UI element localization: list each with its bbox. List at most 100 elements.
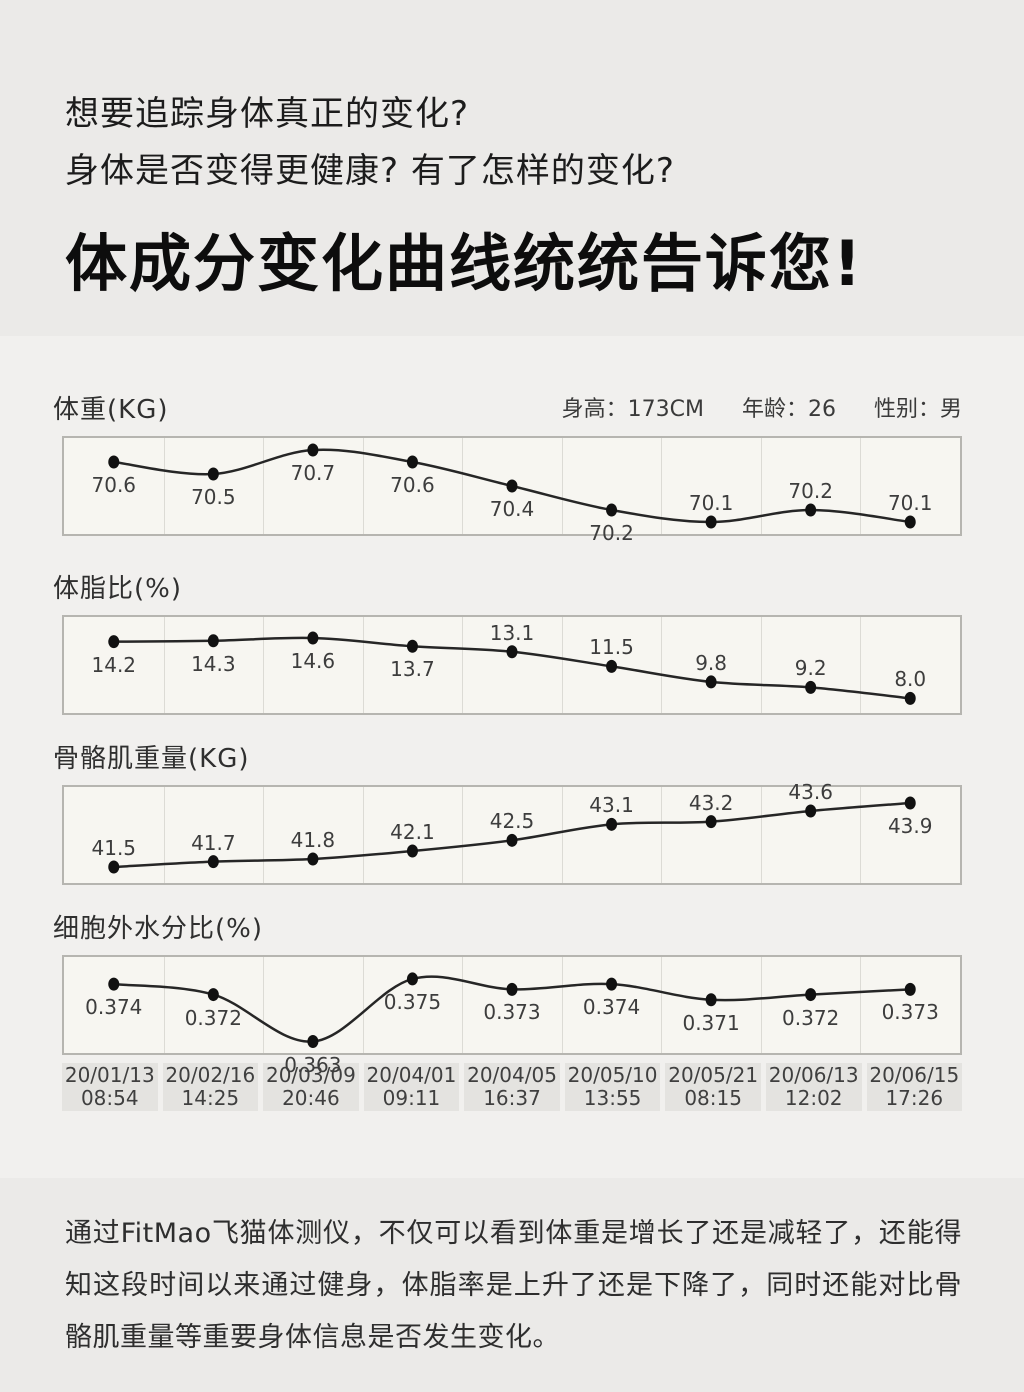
age-info: 年龄：26 — [742, 392, 836, 428]
gridline — [462, 617, 464, 713]
data-point — [705, 815, 717, 829]
gridline — [163, 617, 165, 713]
gridline — [362, 787, 364, 883]
point-value-label: 70.1 — [887, 491, 933, 515]
data-point — [207, 988, 219, 1002]
line-series — [108, 631, 916, 705]
data-point — [108, 455, 120, 469]
point-value-label: 0.374 — [85, 995, 143, 1020]
point-value-label: 0.373 — [483, 1000, 541, 1025]
gridline — [163, 957, 165, 1053]
gridline — [163, 787, 165, 883]
x-date: 20/03/09 — [265, 1063, 356, 1087]
header-line2: 身体是否变得更健康? 有了怎样的变化? — [65, 151, 675, 191]
age-value: 26 — [807, 397, 836, 422]
data-point — [904, 691, 916, 705]
point-value-label: 43.9 — [887, 814, 933, 838]
gridline — [860, 438, 862, 534]
data-point — [108, 635, 120, 649]
water-chart-title: 细胞外水分比(%) — [53, 914, 263, 944]
point-value-label: 0.363 — [284, 1052, 342, 1077]
data-point — [606, 977, 618, 991]
point-value-label: 42.1 — [390, 820, 435, 844]
point-value-label: 14.3 — [191, 651, 236, 676]
data-point — [506, 479, 518, 493]
charts-panel: 体重(KG) 身高：173CM 年龄：26 性别：男 70.6 70.5 70.7 7… — [0, 336, 1024, 1178]
gridline — [860, 787, 862, 883]
point-value-label: 70.6 — [91, 473, 137, 497]
gridline — [760, 957, 762, 1053]
gridline — [462, 787, 464, 883]
point-value-label: 70.1 — [688, 491, 734, 515]
x-axis-labels: 20/01/13 08:54 20/02/16 14:25 20/03/09 20:4… — [62, 1063, 963, 1111]
data-point — [904, 515, 916, 529]
bodyfat-section: 体脂比(%) 14.2 14.3 14.6 13.7 13.1 11.5 9.8 9.2 8.0 — [53, 571, 962, 715]
data-point — [207, 855, 219, 869]
weight-chart-title: 体重(KG) — [53, 395, 169, 425]
x-axis-label: 20/01/13 08:54 — [62, 1063, 158, 1111]
data-point — [307, 852, 319, 866]
gridline — [661, 617, 663, 713]
footer-paragraph: 通过FitMao飞猫体测仪，不仅可以看到体重是增长了还是减轻了，还能得知这段时间… — [65, 1218, 962, 1353]
gridline — [163, 438, 165, 534]
data-point — [406, 844, 418, 858]
muscle-chart-title: 骨骼肌重量(KG) — [53, 744, 250, 774]
point-value-label: 14.2 — [91, 652, 137, 677]
bodyfat-chart-title: 体脂比(%) — [53, 574, 182, 604]
gridline — [362, 438, 364, 534]
gender-info: 性别：男 — [874, 392, 962, 428]
gridline — [561, 787, 563, 883]
data-point — [406, 455, 418, 469]
point-value-label: 41.7 — [191, 830, 236, 855]
x-date: 20/05/10 — [567, 1063, 658, 1087]
gridline — [760, 787, 762, 883]
height-info: 身高：173CM — [562, 392, 704, 428]
data-point — [307, 631, 319, 645]
data-point — [108, 860, 120, 874]
data-point — [606, 659, 618, 673]
x-time: 09:11 — [382, 1086, 441, 1110]
data-point — [307, 443, 319, 457]
x-axis-label: 20/02/16 14:25 — [162, 1063, 259, 1111]
data-point — [805, 503, 817, 517]
line-series — [108, 972, 916, 1049]
data-point — [705, 675, 717, 689]
point-value-label: 0.372 — [782, 1005, 840, 1030]
x-date: 20/04/01 — [366, 1063, 457, 1087]
data-point — [805, 804, 817, 818]
point-value-label: 43.6 — [788, 780, 833, 804]
page-title: 体成分变化曲线统统告诉您! — [65, 227, 864, 300]
gridline — [263, 957, 265, 1053]
point-value-label: 70.2 — [788, 479, 833, 503]
data-point — [108, 977, 120, 991]
point-value-label: 9.2 — [794, 656, 827, 681]
point-value-label: 0.371 — [682, 1010, 740, 1035]
data-point — [307, 1035, 319, 1049]
point-value-label: 0.374 — [582, 995, 641, 1020]
water-section: 细胞外水分比(%) 0.374 0.372 0.363 0.375 0.373 0.374… — [53, 911, 963, 1111]
point-value-label: 70.2 — [589, 521, 634, 545]
x-date: 20/05/21 — [668, 1063, 759, 1087]
x-axis-label: 20/03/09 20:46 — [263, 1063, 359, 1111]
water-chart: 0.374 0.372 0.363 0.375 0.373 0.374 0.371 0.372… — [62, 955, 962, 1077]
x-axis-label: 20/04/01 09:11 — [363, 1063, 460, 1111]
point-value-label: 70.6 — [390, 473, 435, 497]
point-value-label: 11.5 — [589, 635, 634, 660]
point-value-label: 70.7 — [290, 461, 336, 485]
age-label: 年龄： — [741, 397, 808, 422]
x-time: 16:37 — [483, 1086, 541, 1110]
gridline — [661, 438, 663, 534]
gridline — [860, 957, 862, 1053]
x-axis-label: 20/05/10 13:55 — [564, 1063, 661, 1111]
x-date: 20/04/05 — [467, 1063, 557, 1087]
x-time: 08:54 — [80, 1086, 139, 1110]
header-line1: 想要追踪身体真正的变化? — [65, 94, 470, 134]
x-axis-label: 20/06/15 17:26 — [866, 1063, 963, 1111]
point-value-label: 0.373 — [881, 1000, 939, 1025]
data-point — [406, 639, 418, 653]
x-date: 20/06/13 — [768, 1063, 859, 1087]
gender-value: 男 — [939, 397, 962, 422]
height-value: 173CM — [627, 397, 704, 422]
data-point — [606, 817, 618, 831]
data-point — [705, 993, 717, 1007]
